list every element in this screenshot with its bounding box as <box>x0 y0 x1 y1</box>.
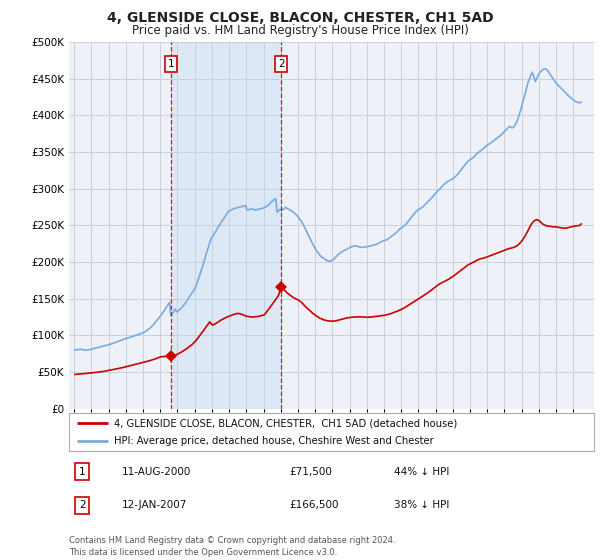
FancyBboxPatch shape <box>69 413 594 451</box>
Text: This data is licensed under the Open Government Licence v3.0.: This data is licensed under the Open Gov… <box>69 548 337 557</box>
Text: 2: 2 <box>79 501 85 510</box>
Text: 1: 1 <box>167 59 174 69</box>
Text: Contains HM Land Registry data © Crown copyright and database right 2024.: Contains HM Land Registry data © Crown c… <box>69 536 395 545</box>
Text: 12-JAN-2007: 12-JAN-2007 <box>121 501 187 510</box>
Text: 1: 1 <box>79 467 85 477</box>
Text: Price paid vs. HM Land Registry's House Price Index (HPI): Price paid vs. HM Land Registry's House … <box>131 24 469 36</box>
Text: 2: 2 <box>278 59 284 69</box>
Text: 4, GLENSIDE CLOSE, BLACON, CHESTER,  CH1 5AD (detached house): 4, GLENSIDE CLOSE, BLACON, CHESTER, CH1 … <box>113 418 457 428</box>
Bar <box>171 42 281 409</box>
Text: 38% ↓ HPI: 38% ↓ HPI <box>395 501 450 510</box>
Text: £166,500: £166,500 <box>290 501 339 510</box>
Text: £71,500: £71,500 <box>290 467 332 477</box>
Text: HPI: Average price, detached house, Cheshire West and Chester: HPI: Average price, detached house, Ches… <box>113 436 433 446</box>
Text: 11-AUG-2000: 11-AUG-2000 <box>121 467 191 477</box>
Text: 4, GLENSIDE CLOSE, BLACON, CHESTER, CH1 5AD: 4, GLENSIDE CLOSE, BLACON, CHESTER, CH1 … <box>107 11 493 25</box>
Text: 44% ↓ HPI: 44% ↓ HPI <box>395 467 450 477</box>
